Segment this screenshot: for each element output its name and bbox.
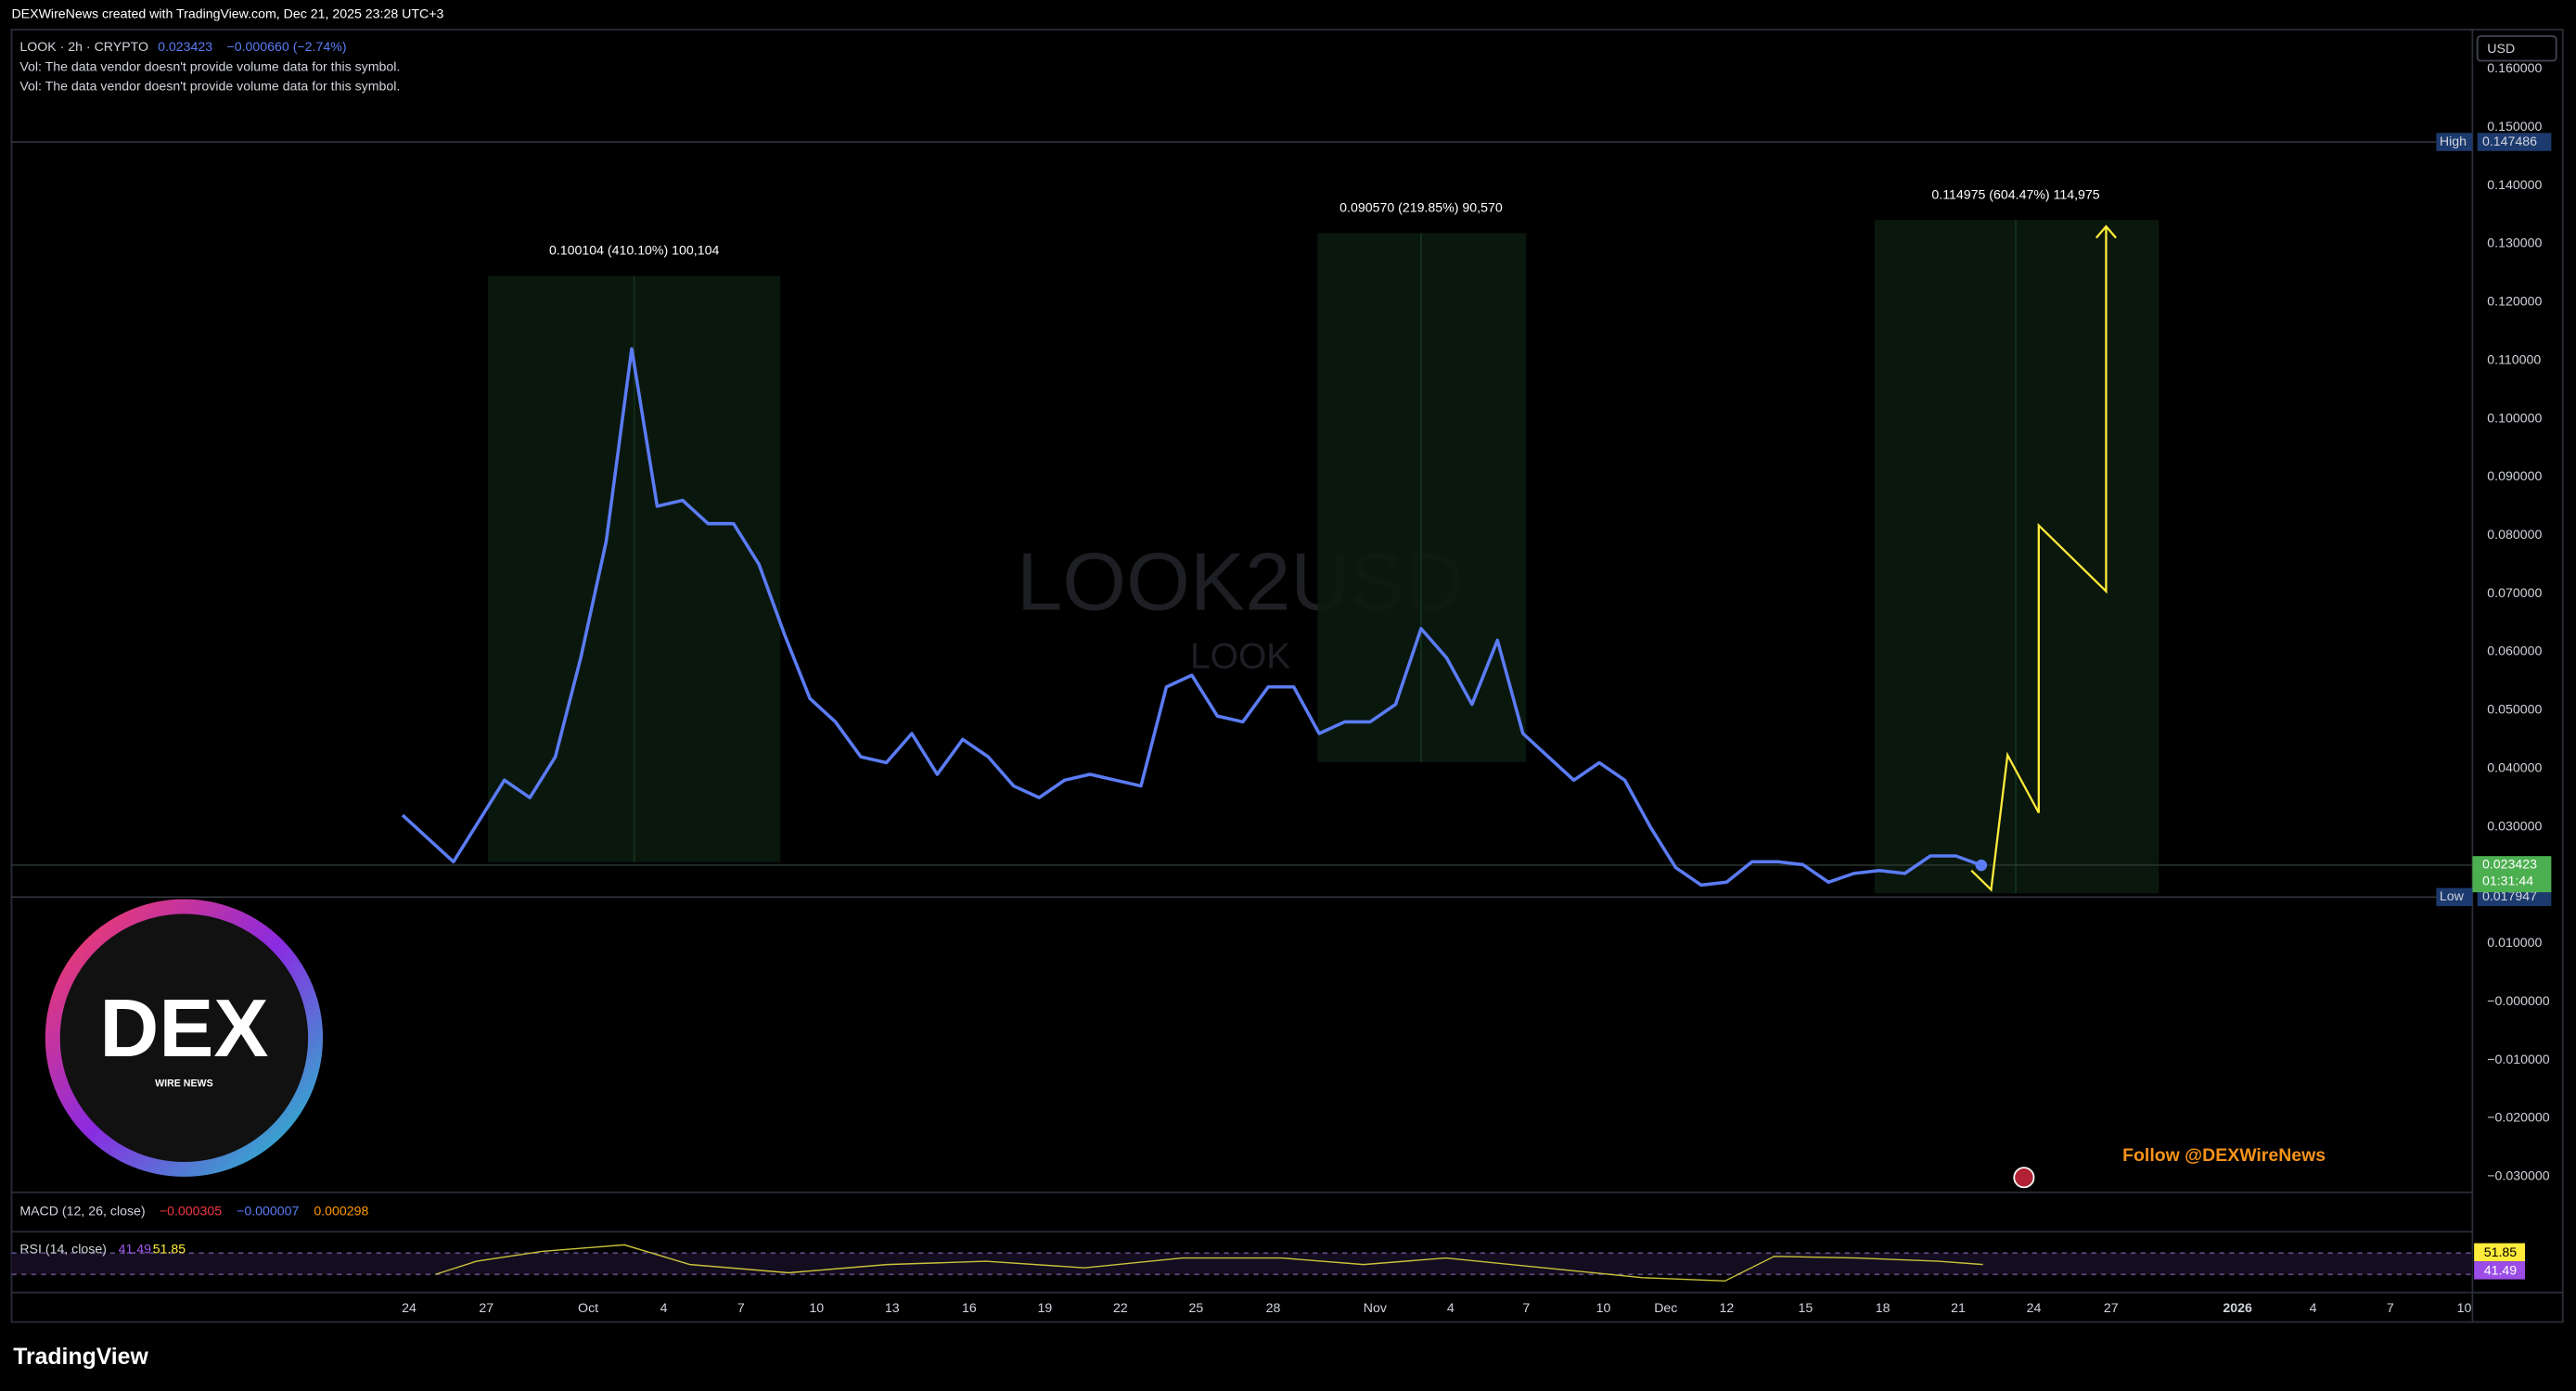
- x-tick-label: 4: [2310, 1301, 2317, 1316]
- y-tick-label: 0.100000: [2487, 411, 2542, 426]
- projection-line: [1970, 226, 2108, 892]
- logo-ring: [45, 899, 324, 1177]
- x-tick-label: 28: [1266, 1301, 1281, 1316]
- x-tick-label: 12: [1719, 1301, 1734, 1316]
- x-tick-label: 4: [660, 1301, 668, 1316]
- rsi-value: 41.49: [119, 1242, 152, 1257]
- x-tick-label: 22: [1113, 1301, 1128, 1316]
- x-tick-label: 25: [1188, 1301, 1203, 1316]
- rsi-band: [11, 1253, 2473, 1275]
- y-tick-label: 0.080000: [2487, 528, 2542, 542]
- macd-value: 0.000298: [314, 1205, 368, 1219]
- credit: DEXWireNews created with TradingView.com…: [11, 7, 443, 22]
- symbol: LOOK · 2h · CRYPTO: [19, 40, 148, 55]
- currency-box[interactable]: [2476, 35, 2557, 62]
- y-tick-label: 0.110000: [2487, 352, 2541, 367]
- y-tick-label: 0.130000: [2487, 236, 2542, 251]
- y-tick-label: −0.030000: [2487, 1168, 2549, 1183]
- y-tick-label: 0.040000: [2487, 760, 2542, 775]
- current-tag: [2472, 856, 2552, 893]
- x-tick-label: 4: [1447, 1301, 1455, 1316]
- y-tick-label: 0.140000: [2487, 178, 2542, 193]
- high-value: 0.147486: [2482, 134, 2537, 149]
- low-value: 0.017947: [2482, 889, 2537, 904]
- watermark-sub: LOOK: [1190, 636, 1290, 676]
- x-tick-label: 10: [809, 1301, 824, 1316]
- macd-name: MACD (12, 26, close): [19, 1205, 145, 1219]
- low-tag-text: Low: [2440, 889, 2465, 904]
- y-tick-label: 0.090000: [2487, 469, 2542, 484]
- y-tick-label: −0.020000: [2487, 1111, 2549, 1126]
- y-tick-label: 0.060000: [2487, 644, 2542, 659]
- logo-text: DEX: [99, 982, 268, 1074]
- price-line: [401, 347, 1982, 887]
- logo-sub: WIRE NEWS: [155, 1078, 212, 1090]
- x-tick-label: 2026: [2223, 1301, 2252, 1316]
- current-value: 0.023423: [2482, 858, 2537, 873]
- x-tick-label: 13: [885, 1301, 900, 1316]
- x-tick-label: 19: [1038, 1301, 1053, 1316]
- follow: Follow @DEXWireNews: [2122, 1145, 2326, 1166]
- y-tick-label: 0.120000: [2487, 295, 2542, 310]
- x-tick-label: Dec: [1654, 1301, 1677, 1316]
- range-boxes: [488, 220, 2159, 894]
- low-tag: [2436, 887, 2473, 907]
- x-tick-label: 15: [1798, 1301, 1813, 1316]
- high-tag: [2436, 133, 2473, 151]
- y-tick-label: 0.030000: [2487, 819, 2542, 834]
- y-tick-label: 0.010000: [2487, 936, 2542, 951]
- y-tick-label: 0.070000: [2487, 586, 2542, 601]
- rsi-tag-text: 41.49: [2484, 1263, 2518, 1278]
- x-tick-label: 7: [2387, 1301, 2394, 1316]
- rsi-tag-text: 51.85: [2484, 1245, 2518, 1260]
- x-tick-label: 27: [479, 1301, 493, 1316]
- rsi-line: [435, 1244, 1983, 1283]
- last-dot: [1975, 859, 1988, 872]
- y-tick-label: 0.050000: [2487, 703, 2542, 718]
- y-tick-label: −0.000000: [2487, 994, 2549, 1009]
- last-price: 0.023423: [158, 40, 212, 55]
- range-box: [1317, 233, 1527, 762]
- dex-logo: DEX WIRE NEWS: [45, 899, 324, 1177]
- x-tick-label: Oct: [578, 1301, 598, 1316]
- rsi-tag: [2474, 1261, 2526, 1280]
- x-tick-label: 7: [1522, 1301, 1530, 1316]
- y-tick-label: 0.160000: [2487, 61, 2542, 76]
- x-tick-label: 16: [962, 1301, 977, 1316]
- rsi-tag: [2474, 1243, 2526, 1262]
- y-tick-label: 0.150000: [2487, 120, 2542, 134]
- high-tag-text: High: [2440, 134, 2467, 149]
- x-tick-label: 27: [2104, 1301, 2119, 1316]
- x-tick-label: 18: [1876, 1301, 1890, 1316]
- x-tick-label: 21: [1951, 1301, 1966, 1316]
- y-tick-label: −0.010000: [2487, 1053, 2549, 1067]
- x-tick-label: Nov: [1364, 1301, 1388, 1316]
- range-label: 0.114975 (604.47%) 114,975: [1931, 187, 2099, 202]
- macd-value: −0.000305: [160, 1205, 222, 1219]
- x-tick-label: 24: [402, 1301, 417, 1316]
- vol-note: Vol: The data vendor doesn't provide vol…: [19, 80, 400, 95]
- range-label: 0.090570 (219.85%) 90,570: [1339, 201, 1503, 216]
- change: −0.000660 (−2.74%): [226, 40, 346, 55]
- currency: USD: [2487, 42, 2515, 57]
- range-label: 0.100104 (410.10%) 100,104: [549, 244, 720, 259]
- high-value-tag: [2477, 133, 2552, 151]
- x-tick-label: 7: [737, 1301, 745, 1316]
- brand: TradingView: [13, 1345, 148, 1370]
- projection-arrow: [2095, 224, 2117, 239]
- macd-value: −0.000007: [237, 1205, 299, 1219]
- x-tick-label: 10: [1596, 1301, 1611, 1316]
- vol-note: Vol: The data vendor doesn't provide vol…: [19, 59, 400, 74]
- x-tick-label: 10: [2457, 1301, 2472, 1316]
- flag-icon: [2013, 1167, 2035, 1189]
- rsi-name: RSI (14, close): [19, 1242, 107, 1257]
- x-tick-label: 24: [2027, 1301, 2042, 1316]
- rsi-value: 51.85: [153, 1242, 186, 1257]
- low-value-tag: [2477, 887, 2552, 907]
- countdown: 01:31:44: [2482, 874, 2533, 888]
